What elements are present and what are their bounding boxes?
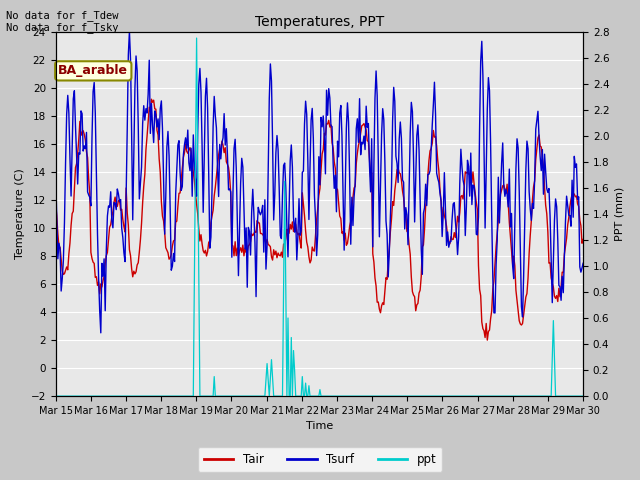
Text: No data for f_Tdew
No data for f_Tsky: No data for f_Tdew No data for f_Tsky bbox=[6, 10, 119, 33]
Y-axis label: Temperature (C): Temperature (C) bbox=[15, 168, 25, 259]
X-axis label: Time: Time bbox=[306, 421, 333, 432]
Title: Temperatures, PPT: Temperatures, PPT bbox=[255, 15, 384, 29]
Legend: Tair, Tsurf, ppt: Tair, Tsurf, ppt bbox=[198, 447, 442, 472]
Text: BA_arable: BA_arable bbox=[58, 64, 128, 77]
Y-axis label: PPT (mm): PPT (mm) bbox=[615, 187, 625, 241]
